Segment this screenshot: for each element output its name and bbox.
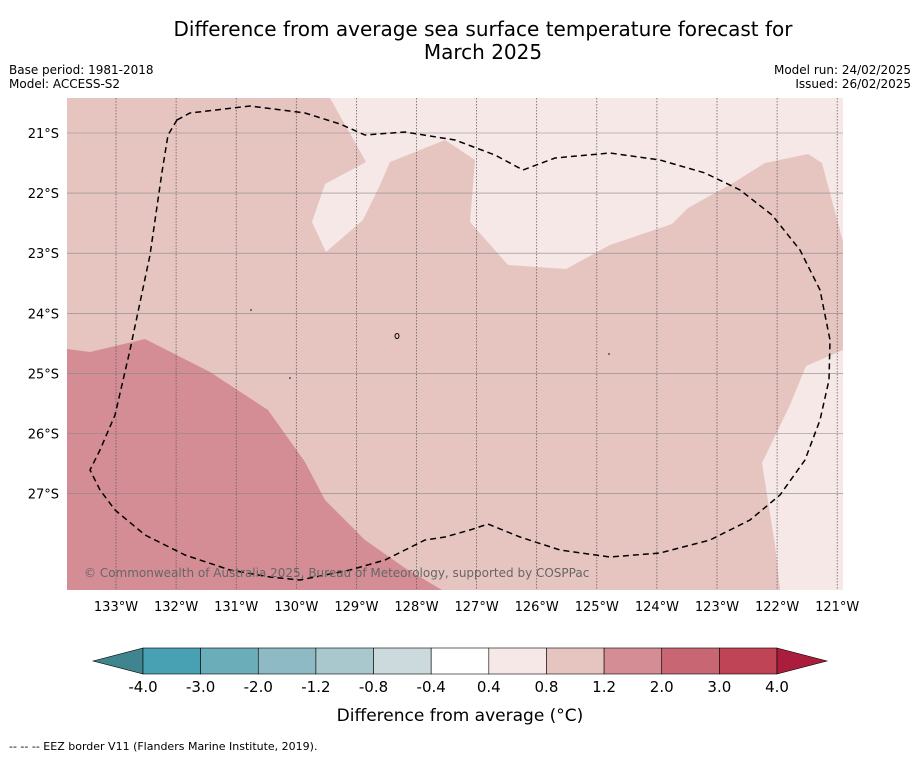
eez-border	[89, 105, 831, 581]
colorbar-tick-label: -0.4	[417, 678, 446, 696]
model-run: Model run: 24/02/2025	[773, 63, 911, 77]
longitude-tick-labels: 133°W 132°W 131°W 130°W 129°W 128°W 127°W 126°W…	[94, 600, 860, 615]
colorbar-label: Difference from average (°C)	[337, 706, 584, 726]
anomaly-zone-0.4-0.8-north	[312, 98, 843, 269]
longitude-tick-label: 133°W	[94, 600, 138, 615]
longitude-tick-label: 121°W	[815, 600, 859, 615]
meta-left: Base period: 1981-2018 Model: ACCESS-S2	[9, 63, 154, 91]
colorbar-tick-label: -3.0	[186, 678, 215, 696]
colorbar-bin	[315, 647, 374, 675]
colorbar-tick-label: 4.0	[765, 678, 789, 696]
title-line-1: Difference from average sea surface temp…	[173, 17, 793, 41]
island-marker	[289, 377, 291, 379]
longitude-tick-label: 130°W	[274, 600, 318, 615]
colorbar: -4.0 -3.0 -2.0 -1.2 -0.8 -0.4 0.4 0.8 1.2 2.0 3.0 4…	[91, 647, 829, 696]
longitude-tick-label: 126°W	[515, 600, 559, 615]
colorbar-bin	[603, 647, 663, 675]
longitude-tick-label: 132°W	[154, 600, 198, 615]
colorbar-tick-label: 0.4	[477, 678, 501, 696]
colorbar-bin	[430, 647, 490, 675]
eez-footnote: -- -- -- EEZ border V11 (Flanders Marine…	[9, 740, 318, 753]
colorbar-bin	[546, 647, 605, 675]
latitude-tick-label: 25°S	[28, 367, 59, 382]
colorbar-bin	[719, 647, 778, 675]
colorbar-bin	[200, 647, 259, 675]
colorbar-tick-label: 0.8	[535, 678, 559, 696]
graticule	[67, 98, 843, 590]
map-panel: © Commonwealth of Australia 2025, Bureau…	[67, 98, 843, 590]
latitude-tick-label: 22°S	[28, 187, 59, 202]
colorbar-tick-label: -4.0	[128, 678, 157, 696]
copyright-note: © Commonwealth of Australia 2025, Bureau…	[84, 566, 589, 580]
colorbar-tick-label: 3.0	[707, 678, 731, 696]
colorbar-bin	[488, 647, 547, 675]
longitude-tick-label: 123°W	[695, 600, 739, 615]
latitude-tick-label: 21°S	[28, 127, 59, 142]
colorbar-tick-label: -2.0	[244, 678, 273, 696]
latitude-tick-label: 23°S	[28, 247, 59, 262]
island-marker	[608, 353, 610, 355]
colorbar-bin	[257, 647, 317, 675]
latitude-tick-labels: 21°S 22°S 23°S 24°S 25°S 26°S 27°S	[28, 127, 59, 503]
longitude-tick-label: 122°W	[755, 600, 799, 615]
longitude-tick-label: 127°W	[455, 600, 499, 615]
latitude-tick-label: 26°S	[28, 428, 59, 443]
colorbar-tick-label: -0.8	[359, 678, 388, 696]
island-marker	[250, 309, 252, 311]
longitude-tick-label: 124°W	[635, 600, 679, 615]
meta-right: Model run: 24/02/2025 Issued: 26/02/2025	[774, 63, 911, 91]
colorbar-extend-low	[91, 647, 144, 675]
anomaly-zone-1.2-2.0	[67, 339, 442, 590]
colorbar-bin	[373, 647, 432, 675]
longitude-tick-label: 128°W	[394, 600, 438, 615]
colorbar-tick-label: -1.2	[301, 678, 330, 696]
map-title: Difference from average sea surface temp…	[0, 18, 919, 64]
island-marker	[394, 333, 400, 339]
base-period: Base period: 1981-2018	[9, 63, 154, 77]
issued-date: Issued: 26/02/2025	[795, 77, 911, 91]
longitude-tick-label: 125°W	[575, 600, 619, 615]
colorbar-bin	[661, 647, 720, 675]
map-figure: © Commonwealth of Australia 2025, Bureau…	[28, 98, 860, 726]
longitude-tick-label: 129°W	[334, 600, 378, 615]
title-line-2: March 2025	[423, 40, 543, 64]
latitude-tick-label: 24°S	[28, 307, 59, 322]
colorbar-tick-label: 2.0	[650, 678, 674, 696]
colorbar-extend-high	[776, 647, 829, 675]
colorbar-tick-label: 1.2	[592, 678, 616, 696]
anomaly-zone-0.4-0.8-east	[762, 350, 843, 590]
model-name: Model: ACCESS-S2	[9, 77, 121, 91]
latitude-tick-label: 27°S	[28, 488, 59, 503]
longitude-tick-label: 131°W	[214, 600, 258, 615]
colorbar-bin	[142, 647, 201, 675]
